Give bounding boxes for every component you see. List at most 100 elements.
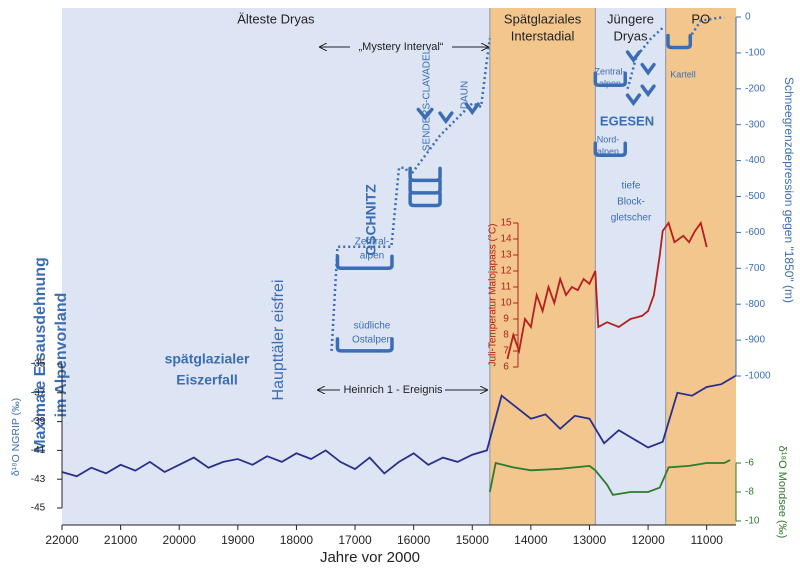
y2-tick-label: -500 [745, 191, 765, 202]
y3-tick-label: 10 [500, 298, 512, 309]
y3-tick-label: 13 [500, 250, 512, 261]
annotation: Haupttäler eisfrei [270, 280, 287, 401]
y-tick-label: -45 [31, 503, 46, 514]
y-tick-label: -35 [31, 359, 46, 370]
y3-tick-label: 8 [503, 330, 509, 341]
period-label: Dryas [614, 28, 648, 43]
y2-tick-label: -100 [745, 48, 765, 59]
y2-tick-label: -200 [745, 83, 765, 94]
x-axis-title: Jahre vor 2000 [320, 549, 420, 566]
series-line [61, 374, 737, 478]
annotations: „Mystery Interval“ Heinrich 1 - Ereignis… [32, 41, 696, 453]
y3-tick-label: 15 [500, 218, 512, 229]
snowline-marker [640, 84, 656, 98]
period-label: Spätglaziales [504, 11, 582, 26]
snowline-marker [666, 33, 693, 50]
period-band [489, 8, 596, 525]
period-label: PO [691, 11, 710, 26]
annotation: spätglazialer [165, 351, 250, 367]
x-tick-label: 11000 [690, 533, 723, 547]
annotation: alpen [599, 78, 621, 88]
y3-tick-label: 11 [501, 282, 512, 293]
snowline-marker [408, 166, 442, 183]
y3-tick-label: 7 [503, 346, 509, 357]
y2-tick-label: -400 [745, 155, 765, 166]
y4-axis-title: δ¹⁸O Mondsee (‰) [776, 446, 788, 539]
period-label: Interstadial [511, 28, 575, 43]
annotation: Maximale Eisausdehnung [32, 257, 49, 453]
snowline-marker [593, 71, 627, 87]
y2-tick-label: -1000 [745, 371, 771, 382]
x-tick-label: 14000 [514, 533, 548, 547]
period-label: Älteste Dryas [237, 11, 315, 26]
annotation: Kartell [670, 69, 696, 79]
y3-tick-label: 9 [503, 314, 509, 325]
period-band [595, 8, 666, 525]
snowline-marker [625, 93, 642, 107]
annotation: SENDERS-CLAVADEL [422, 48, 433, 151]
period-label: Jüngere [607, 11, 654, 26]
annotation: GSCHNITZ [363, 184, 379, 256]
snowline-marker [416, 107, 434, 121]
annotation: Block- [617, 197, 645, 208]
x-tick-label: 15000 [456, 533, 490, 547]
annotation: Zentral- [355, 237, 389, 248]
snowline-marker [464, 102, 480, 116]
annotation: DAUN [460, 81, 471, 109]
series-line [330, 15, 725, 351]
y3-tick-label: 14 [500, 234, 512, 245]
annotation: „Mystery Interval“ [359, 41, 444, 53]
x-tick-label: 13000 [573, 533, 607, 547]
snowline-marker [640, 62, 656, 76]
x-tick-label: 12000 [631, 533, 665, 547]
y-tick-label: -41 [31, 445, 46, 456]
y-tick-label: -43 [31, 474, 46, 485]
x-tick-label: 22000 [45, 533, 79, 547]
snowline-marker [335, 337, 394, 353]
x-tick-label: 21000 [104, 533, 138, 547]
annotation: südliche [354, 321, 391, 332]
y2-tick-label: -800 [745, 299, 765, 310]
snowline-marker [408, 179, 442, 195]
annotation: alpen [360, 251, 384, 262]
y-tick-label: -39 [31, 416, 46, 427]
y4-tick-label: -6 [745, 458, 754, 469]
y2-tick-label: -600 [745, 227, 765, 238]
y2-tick-label: -900 [745, 335, 765, 346]
annotation: Zentral- [594, 66, 625, 76]
snowline-marker [625, 50, 642, 64]
snowline-marker [335, 254, 394, 271]
y4-tick-label: -10 [745, 516, 760, 527]
period-band [62, 8, 490, 525]
annotation: alpen [597, 146, 619, 156]
y-axis-title: δ¹⁸O NGRIP (‰) [10, 398, 22, 476]
y4-tick-label: -8 [745, 487, 754, 498]
annotation: tiefe [622, 181, 641, 192]
x-tick-label: 16000 [397, 533, 431, 547]
annotation: im Alpenvorland [53, 293, 70, 418]
x-tick-label: 18000 [280, 533, 314, 547]
series-line [506, 220, 708, 360]
y2-tick-label: -300 [745, 119, 765, 130]
y2-tick-label: -700 [745, 263, 765, 274]
y2-tick-label: 0 [745, 12, 751, 23]
annotation: EGESEN [600, 113, 654, 128]
annotation: Eiszerfall [176, 372, 237, 388]
y-tick-label: -37 [31, 387, 46, 398]
y3-axis-title: Juli-Temperatur Malojapass (°C) [488, 224, 499, 367]
series-line [488, 459, 731, 496]
annotation: gletscher [611, 213, 652, 224]
annotation: Heinrich 1 - Ereignis [343, 384, 443, 396]
y3-tick-label: 12 [500, 266, 512, 277]
period-band [665, 8, 736, 525]
annotation: Nord- [597, 134, 620, 144]
y2-axis-title: Schneegrenzdepression gegen "1850" (m) [782, 77, 796, 303]
snowline-marker [408, 191, 442, 208]
x-tick-label: 17000 [338, 533, 372, 547]
y3-tick-label: 6 [503, 362, 509, 373]
snowline-marker [593, 141, 627, 157]
annotation: Ostalpen [352, 335, 392, 346]
x-tick-label: 20000 [163, 533, 197, 547]
snowline-marker [438, 111, 454, 125]
